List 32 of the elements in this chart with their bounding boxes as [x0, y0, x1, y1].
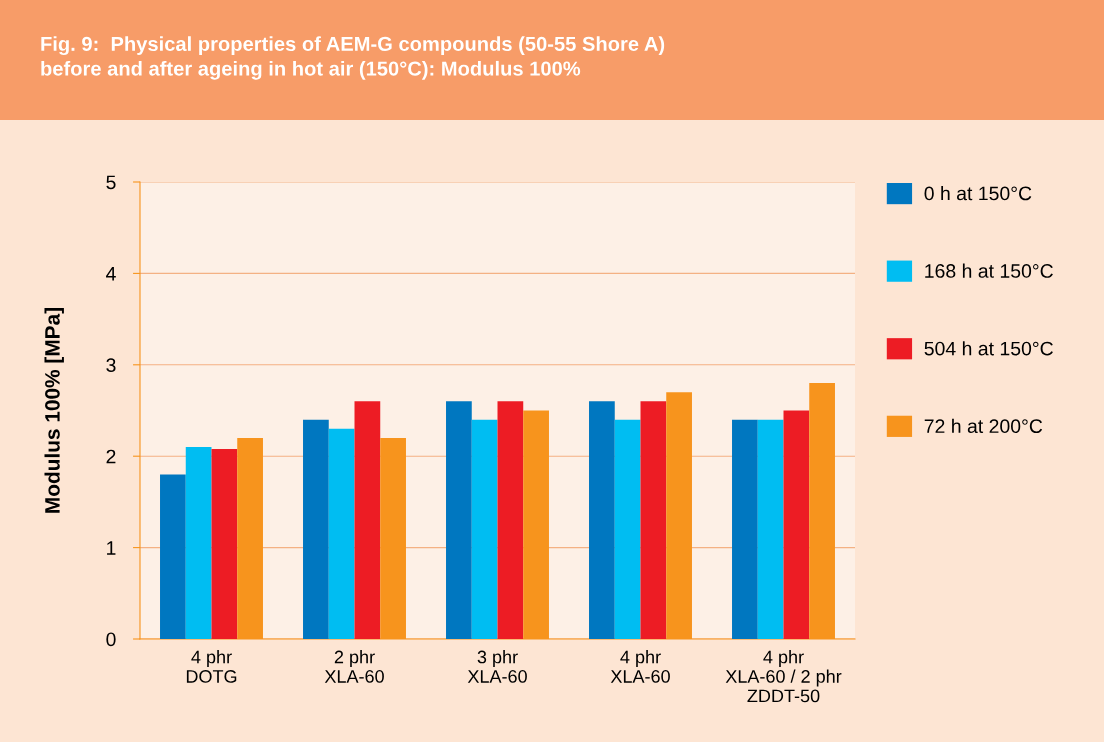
- x-tick-label: 2 phr XLA-60: [324, 650, 384, 683]
- bar: [446, 401, 472, 639]
- y-axis-title: Modulus 100% [MPa]: [44, 308, 64, 513]
- bar: [783, 410, 810, 639]
- x-tick-label: 4 phr DOTG: [186, 650, 237, 683]
- chart-title: Fig. 9: Physical properties of AEM-G compounds (50-55 Shore A) before and after ageing in hot air (150°C): Modulus 100%: [41, 36, 665, 80]
- legend-label: 168 h at 150°C: [925, 263, 1053, 278]
- y-tick-label: 3: [106, 358, 116, 373]
- legend-label: 0 h at 150°C: [924, 186, 1032, 201]
- bar: [732, 419, 758, 639]
- y-tick-label: 5: [106, 175, 116, 190]
- bar: [757, 419, 784, 639]
- bar: [589, 401, 615, 639]
- legend-label: 72 h at 200°C: [924, 418, 1043, 434]
- bar: [640, 401, 667, 639]
- y-tick-label: 4: [106, 267, 116, 281]
- bar: [185, 447, 212, 639]
- x-tick-label: 3 phr XLA-60: [467, 650, 527, 683]
- bar: [211, 448, 238, 639]
- bar: [497, 401, 524, 639]
- y-tick-label: 0: [106, 632, 116, 647]
- legend-label: 504 h at 150°C: [924, 341, 1053, 356]
- x-tick-label: 4 phr XLA-60 / 2 phr ZDDT-50: [725, 650, 842, 703]
- y-tick-label: 1: [107, 541, 116, 555]
- bar: [614, 419, 641, 639]
- bar: [354, 401, 381, 639]
- y-tick-label: 2: [106, 449, 116, 464]
- bar: [160, 474, 186, 639]
- x-tick-label: 4 phr XLA-60: [610, 650, 670, 683]
- bar: [328, 428, 355, 639]
- bar: [303, 419, 329, 639]
- bar: [471, 419, 498, 639]
